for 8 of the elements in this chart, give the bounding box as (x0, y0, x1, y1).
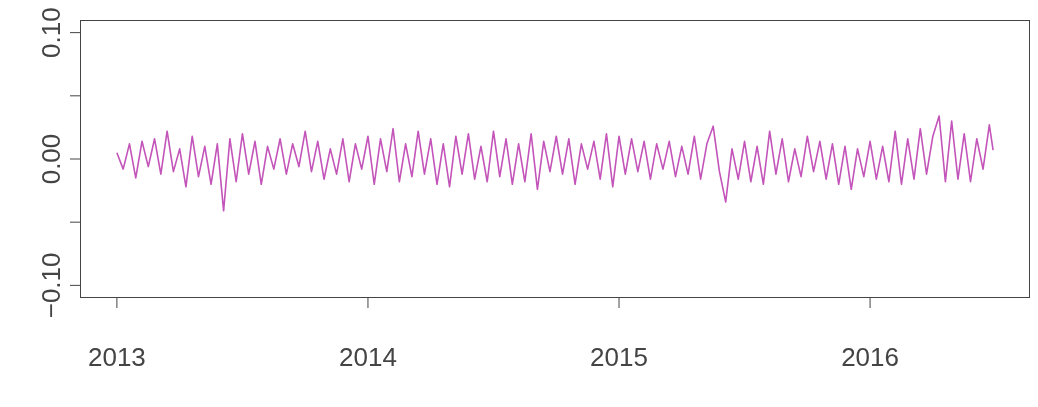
y-tick-label: 0.00 (36, 133, 66, 185)
x-tick-label: 2013 (87, 342, 146, 373)
line-series (116, 115, 994, 212)
y-tick-label: 0.10 (36, 7, 66, 58)
y-tick-label: −0.10 (36, 252, 66, 319)
x-tick-label: 2016 (841, 342, 899, 373)
x-tick-label: 2015 (590, 342, 648, 373)
x-tick-label: 2014 (339, 342, 397, 373)
